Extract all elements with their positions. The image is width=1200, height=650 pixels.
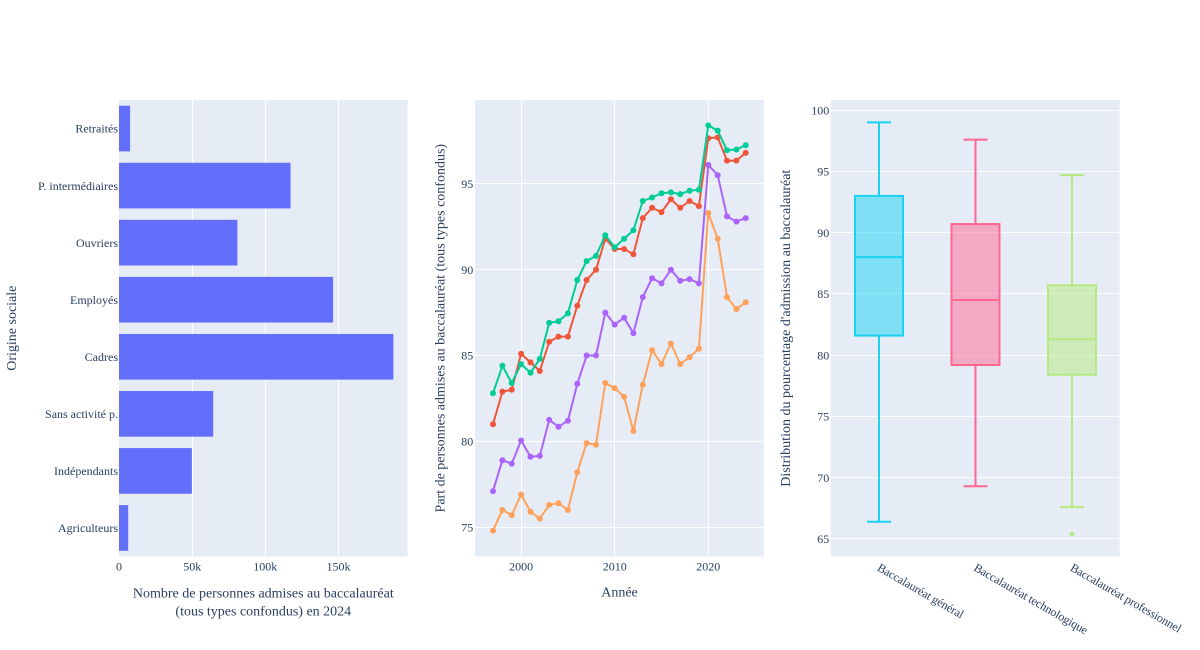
- svg-text:50k: 50k: [183, 560, 201, 574]
- svg-text:85: 85: [461, 349, 473, 363]
- svg-text:85: 85: [817, 287, 829, 301]
- svg-text:2010: 2010: [603, 560, 627, 574]
- svg-text:80: 80: [461, 435, 473, 449]
- svg-text:100k: 100k: [253, 560, 277, 574]
- svg-text:Employés: Employés: [70, 293, 118, 307]
- svg-text:95: 95: [461, 177, 473, 191]
- svg-text:100: 100: [811, 103, 829, 117]
- svg-text:Année: Année: [601, 585, 638, 600]
- svg-text:150k: 150k: [327, 560, 351, 574]
- svg-text:Distribution du pourcentage d': Distribution du pourcentage d'admission …: [779, 170, 794, 487]
- svg-text:2000: 2000: [509, 560, 533, 574]
- svg-text:P. intermédiaires: P. intermédiaires: [38, 179, 118, 193]
- svg-text:Ouvriers: Ouvriers: [76, 236, 118, 250]
- svg-text:(tous types confondus) en 2024: (tous types confondus) en 2024: [175, 605, 351, 620]
- svg-text:Origine sociale: Origine sociale: [5, 286, 20, 371]
- svg-text:Sans activité p.: Sans activité p.: [45, 407, 118, 421]
- svg-text:Cadres: Cadres: [85, 350, 119, 364]
- svg-text:0: 0: [116, 560, 122, 574]
- svg-text:2020: 2020: [696, 560, 720, 574]
- svg-text:Part de personnes admises au b: Part de personnes admises au baccalauréa…: [433, 144, 448, 513]
- svg-text:Agriculteurs: Agriculteurs: [58, 521, 118, 535]
- svg-text:70: 70: [817, 471, 829, 485]
- svg-text:65: 65: [817, 532, 829, 546]
- svg-text:Retraités: Retraités: [75, 122, 118, 136]
- svg-text:80: 80: [817, 348, 829, 362]
- svg-text:95: 95: [817, 165, 829, 179]
- svg-text:Nombre de personnes admises au: Nombre de personnes admises au baccalaur…: [133, 586, 394, 601]
- svg-text:Indépendants: Indépendants: [54, 464, 118, 478]
- svg-text:75: 75: [461, 520, 473, 534]
- svg-text:90: 90: [461, 263, 473, 277]
- svg-text:75: 75: [817, 410, 829, 424]
- svg-text:90: 90: [817, 226, 829, 240]
